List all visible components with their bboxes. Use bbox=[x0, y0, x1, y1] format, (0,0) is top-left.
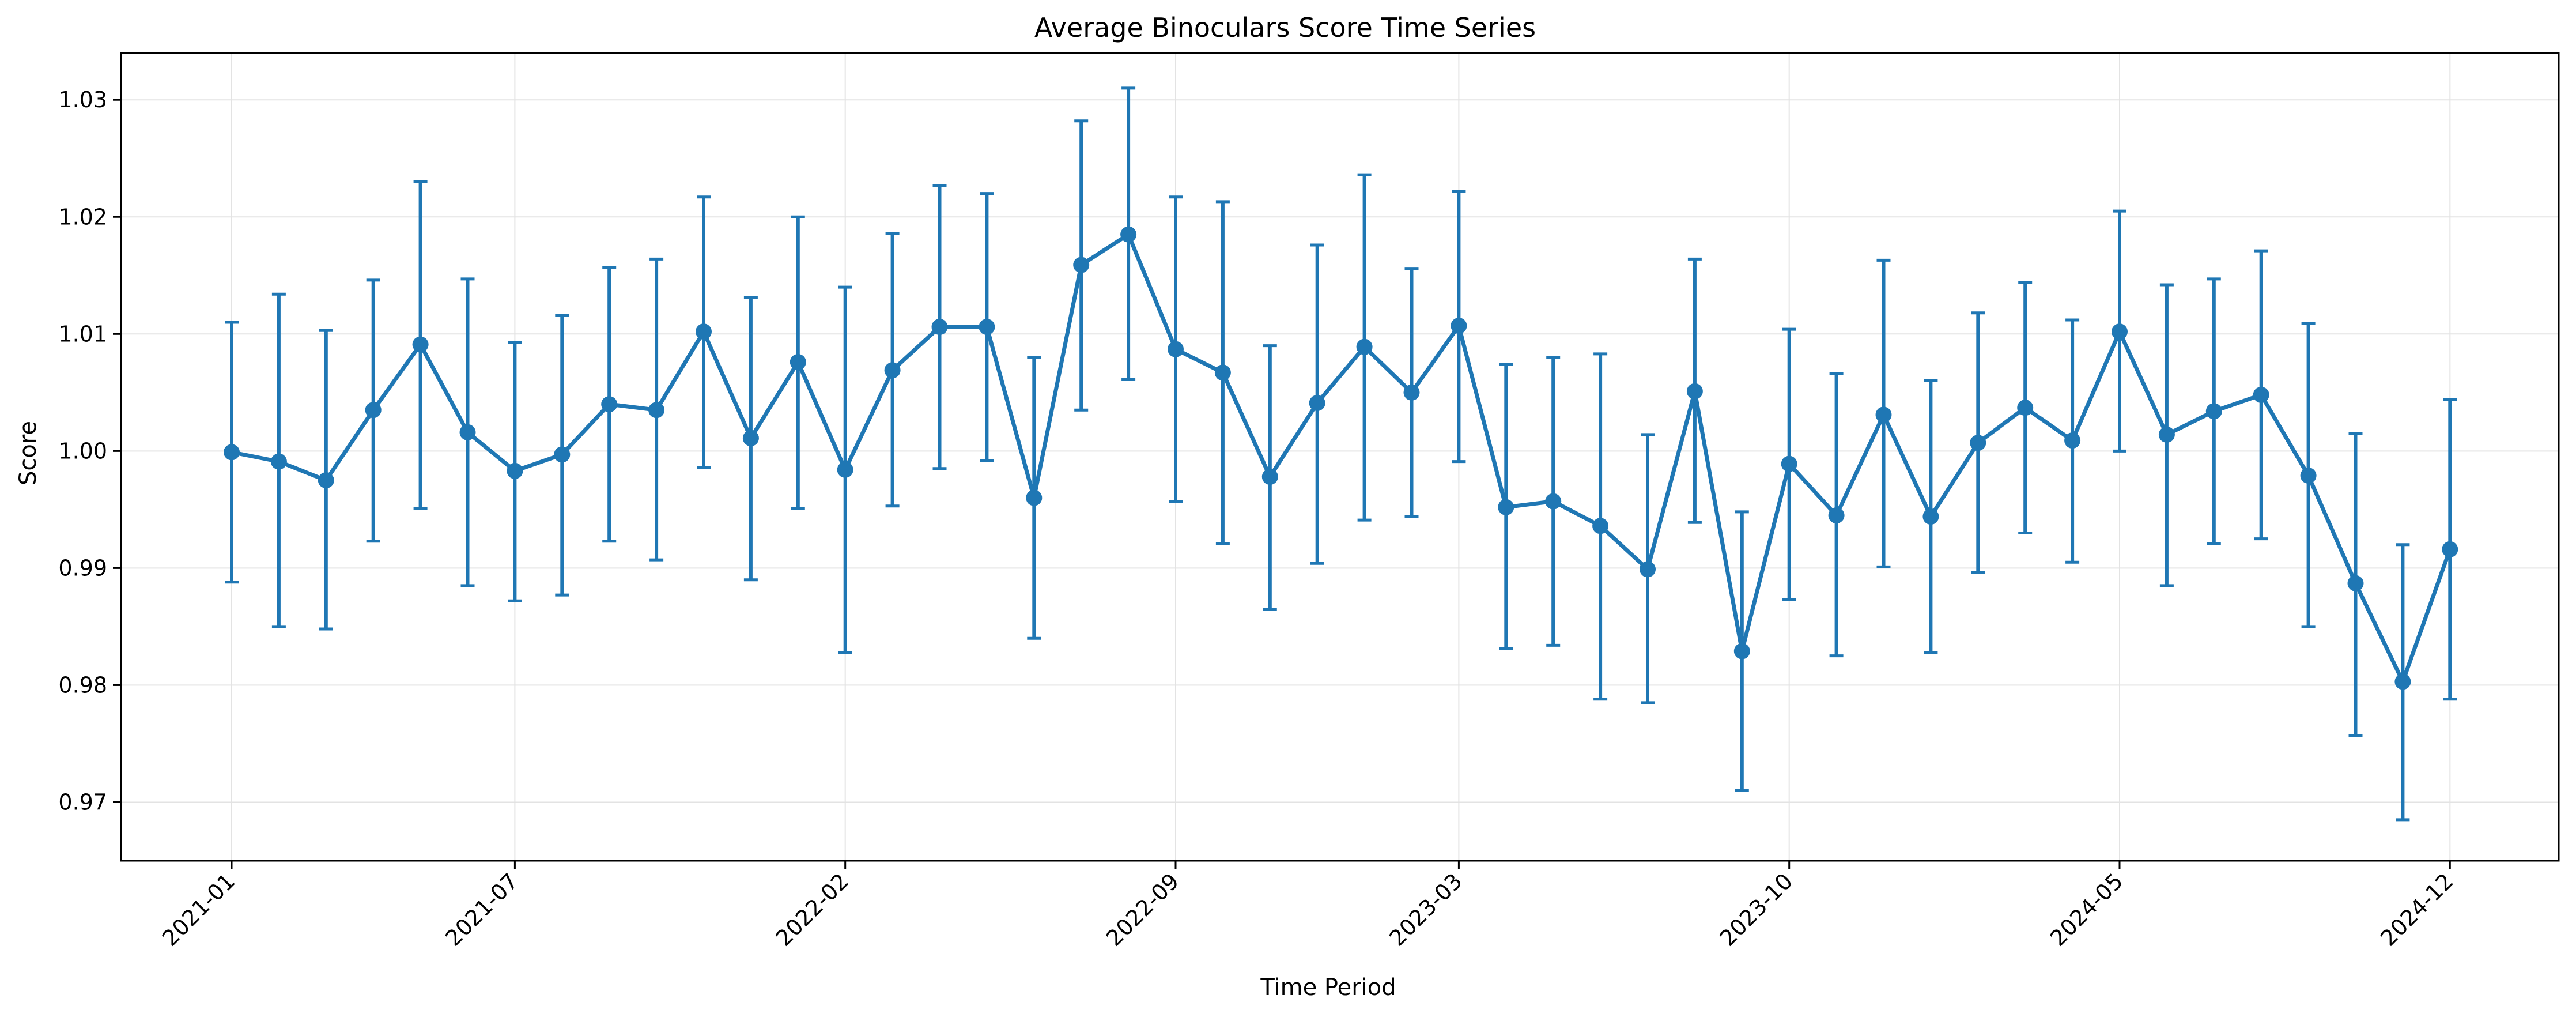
chart-title: Average Binoculars Score Time Series bbox=[1034, 12, 1536, 43]
data-point bbox=[459, 424, 476, 440]
y-tick-label: 0.97 bbox=[58, 789, 107, 815]
data-point bbox=[979, 319, 995, 336]
data-point bbox=[1498, 499, 1514, 515]
data-point bbox=[1781, 455, 1797, 472]
data-point bbox=[507, 462, 523, 479]
data-point bbox=[696, 323, 712, 340]
data-point bbox=[742, 430, 759, 447]
y-axis-label: Score bbox=[15, 421, 41, 485]
data-point bbox=[270, 453, 287, 470]
y-tick-label: 1.03 bbox=[58, 87, 107, 112]
data-point bbox=[2017, 400, 2034, 416]
data-point bbox=[1875, 406, 1892, 423]
y-tick-label: 0.99 bbox=[58, 555, 107, 581]
data-point bbox=[1261, 469, 1278, 485]
y-tick-label: 1.02 bbox=[58, 204, 107, 229]
data-point bbox=[1451, 318, 1467, 334]
y-axis-ticks: 0.97 0.98 0.99 1.00 1.01 1.02 1.03 bbox=[58, 87, 121, 815]
data-point bbox=[1214, 364, 1231, 381]
data-point bbox=[2253, 386, 2269, 403]
data-point bbox=[1168, 341, 1184, 357]
data-point bbox=[648, 402, 665, 419]
data-point bbox=[1403, 384, 1420, 401]
data-point bbox=[412, 336, 429, 353]
y-tick-label: 1.01 bbox=[58, 321, 107, 346]
data-point bbox=[1922, 508, 1939, 525]
data-point bbox=[1356, 338, 1373, 355]
y-tick-label: 0.98 bbox=[58, 672, 107, 698]
data-point bbox=[1120, 226, 1137, 243]
data-point bbox=[224, 444, 240, 461]
data-point bbox=[1592, 518, 1609, 534]
data-point bbox=[2394, 673, 2411, 690]
data-point bbox=[1073, 257, 1090, 273]
data-point bbox=[2300, 467, 2317, 484]
data-point bbox=[2347, 575, 2364, 591]
data-point bbox=[2442, 541, 2458, 557]
data-point bbox=[2064, 432, 2081, 449]
data-point bbox=[554, 446, 571, 463]
data-point bbox=[601, 396, 618, 413]
data-points bbox=[224, 226, 2458, 690]
y-tick-label: 1.00 bbox=[58, 438, 107, 464]
plot-frame bbox=[120, 52, 2560, 862]
data-point bbox=[318, 472, 334, 489]
data-point bbox=[1309, 395, 1325, 412]
series-line bbox=[231, 232, 2452, 684]
data-point bbox=[1686, 383, 1703, 400]
data-point bbox=[790, 354, 806, 371]
data-point bbox=[2158, 426, 2175, 443]
data-point bbox=[931, 319, 948, 336]
data-point bbox=[2112, 323, 2128, 340]
series-line-layer bbox=[231, 232, 2452, 684]
data-point bbox=[1026, 489, 1043, 506]
data-point bbox=[1733, 643, 1750, 660]
data-point bbox=[1640, 561, 1656, 578]
x-axis-label: Time Period bbox=[1260, 974, 1396, 1001]
data-point bbox=[837, 461, 853, 478]
data-point bbox=[1970, 435, 1986, 451]
data-point bbox=[2205, 403, 2222, 420]
data-point bbox=[884, 362, 901, 379]
data-point bbox=[1828, 507, 1845, 524]
data-point bbox=[365, 402, 382, 419]
data-point bbox=[1545, 493, 1562, 510]
